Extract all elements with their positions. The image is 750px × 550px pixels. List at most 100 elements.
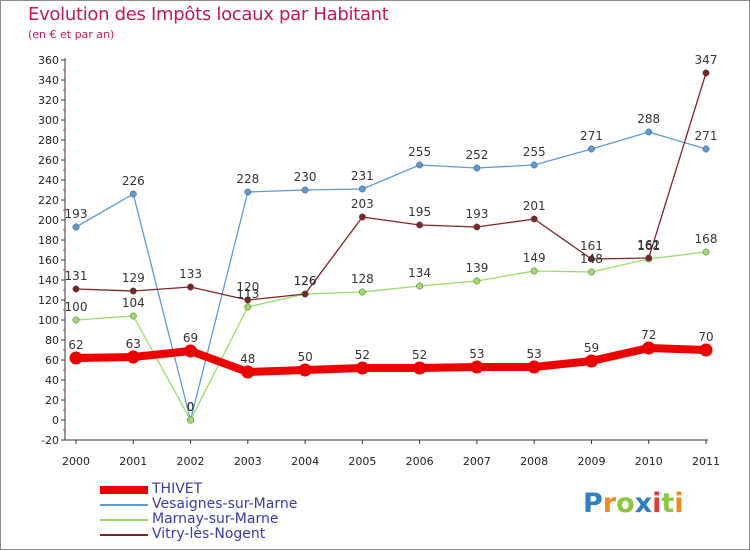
data-point (69, 351, 83, 365)
logo-letter: i (674, 488, 684, 519)
data-point (244, 188, 252, 196)
data-point (473, 223, 481, 231)
data-label: 271 (580, 129, 603, 143)
x-tick-label: 2006 (406, 455, 434, 468)
data-label: 161 (637, 239, 660, 253)
x-tick-label: 2008 (520, 455, 548, 468)
legend-label: THIVET (152, 481, 203, 497)
data-point (530, 267, 538, 275)
x-tick-label: 2003 (234, 455, 262, 468)
y-tick-label: 80 (45, 334, 59, 347)
data-label: 72 (641, 328, 656, 342)
data-point (244, 296, 252, 304)
y-tick-label: 260 (38, 154, 59, 167)
logo-letter: P (583, 488, 603, 519)
data-label: 113 (236, 287, 259, 301)
data-point (358, 213, 366, 221)
series-line (75, 131, 707, 421)
data-point (702, 248, 710, 256)
legend-item: Vesaignes-sur-Marne (100, 497, 297, 512)
data-label: 347 (695, 53, 718, 67)
data-label: 134 (408, 266, 431, 280)
legend-label: Vesaignes-sur-Marne (152, 496, 298, 512)
legend-swatch (100, 485, 148, 494)
y-tick-label: 100 (38, 314, 59, 327)
data-label: 128 (351, 272, 374, 286)
chart-subtitle: (en € et par an) (28, 28, 115, 41)
data-point (473, 277, 481, 285)
data-label: 69 (183, 331, 198, 345)
data-label: 53 (527, 347, 542, 361)
data-label: 129 (122, 271, 145, 285)
y-tick-label: -20 (41, 434, 59, 447)
data-point (588, 255, 595, 263)
data-point (588, 145, 595, 153)
y-tick-label: 140 (38, 274, 59, 287)
logo-letter: o (616, 488, 635, 519)
data-point (416, 282, 424, 290)
legend-swatch (100, 533, 148, 536)
data-label: 203 (351, 197, 374, 211)
data-point (416, 161, 424, 169)
data-label: 53 (469, 347, 484, 361)
data-point (530, 215, 538, 223)
legend-swatch (100, 503, 148, 506)
y-tick-label: 120 (38, 294, 59, 307)
data-point (241, 365, 255, 379)
x-tick-label: 2007 (463, 455, 491, 468)
legend-item: Marnay-sur-Marne (100, 512, 297, 527)
data-point (72, 223, 80, 231)
data-label: 126 (294, 274, 317, 288)
data-label: 120 (236, 280, 259, 294)
data-point (584, 354, 598, 368)
x-tick-label: 2010 (635, 455, 663, 468)
x-tick-label: 2004 (291, 455, 319, 468)
data-point (470, 360, 484, 374)
data-point (184, 344, 198, 358)
data-label: 100 (65, 300, 88, 314)
data-label: 50 (297, 350, 312, 364)
data-point (187, 283, 194, 291)
data-label: 228 (236, 172, 259, 186)
data-label: 271 (695, 129, 718, 143)
x-tick-label: 2000 (62, 455, 90, 468)
data-point (72, 316, 80, 324)
y-tick-label: 40 (45, 374, 59, 387)
data-label: 193 (65, 207, 88, 221)
data-point (355, 361, 369, 375)
legend-swatch (100, 518, 148, 521)
legend-label: Vitry-lès-Nogent (152, 526, 266, 542)
data-point (413, 361, 427, 375)
data-label: 193 (465, 207, 488, 221)
y-tick-label: 280 (38, 134, 59, 147)
x-tick-label: 2001 (119, 455, 147, 468)
data-point (473, 164, 481, 172)
data-point (699, 343, 713, 357)
data-label: 252 (465, 148, 488, 162)
series-line (75, 251, 707, 421)
data-label: 230 (294, 170, 317, 184)
data-label: 288 (637, 112, 660, 126)
x-tick-label: 2009 (577, 455, 605, 468)
data-point (72, 285, 80, 293)
data-label: 255 (408, 145, 431, 159)
data-label: 52 (412, 348, 427, 362)
y-tick-label: 60 (45, 354, 59, 367)
data-label: 148 (580, 252, 603, 266)
logo-letter: r (602, 488, 617, 519)
data-label: 0 (187, 400, 195, 414)
data-point (588, 268, 595, 276)
series-line (72, 344, 710, 376)
data-point (129, 312, 137, 320)
y-tick-label: 240 (38, 174, 59, 187)
data-label: 195 (408, 205, 431, 219)
data-point (702, 145, 710, 153)
data-label: 62 (68, 338, 83, 352)
y-tick-label: 340 (38, 74, 59, 87)
data-point (187, 416, 194, 424)
data-label: 52 (355, 348, 370, 362)
y-tick-label: 20 (45, 394, 59, 407)
y-tick-label: 360 (38, 54, 59, 67)
